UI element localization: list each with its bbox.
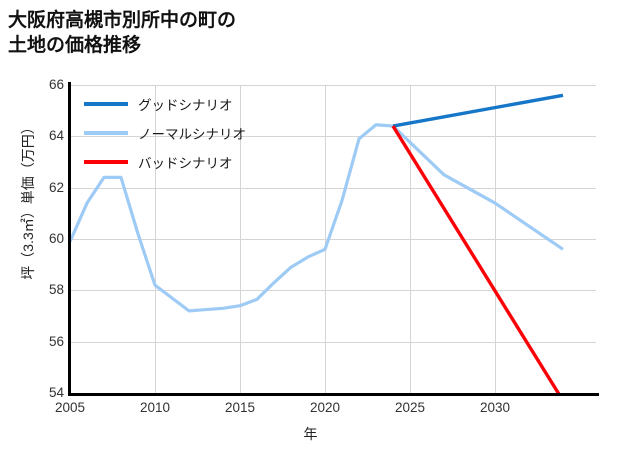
legend-item-good: グッドシナリオ: [84, 94, 246, 114]
legend-label-normal: ノーマルシナリオ: [138, 127, 246, 142]
y-tick-60: 60: [48, 231, 64, 246]
legend-swatch-normal: [84, 131, 128, 135]
y-tick-64: 64: [48, 128, 64, 143]
legend-label-good: グッドシナリオ: [138, 98, 233, 113]
gridline-y-56: [70, 341, 596, 343]
x-tick-2005: 2005: [54, 400, 86, 415]
data-lines: [70, 93, 564, 393]
legend-swatch-bad: [84, 160, 128, 164]
gridline-x-2015: [240, 85, 241, 393]
x-tick-2025: 2025: [394, 400, 426, 415]
legend-label-bad: バッドシナリオ: [138, 156, 233, 171]
y-tick-66: 66: [48, 77, 64, 92]
y-axis-line: [68, 82, 71, 396]
gridline-y-58: [70, 290, 596, 292]
y-tick-56: 56: [48, 334, 64, 349]
y-tick-62: 62: [48, 180, 64, 195]
y-tick-58: 58: [48, 282, 64, 297]
gridline-y-62: [70, 187, 596, 189]
x-tick-2010: 2010: [139, 400, 171, 415]
x-tick-2030: 2030: [479, 400, 511, 415]
gridline-x-2025: [410, 85, 411, 393]
legend-item-normal: ノーマルシナリオ: [84, 123, 246, 143]
gridline-y-66: [70, 85, 596, 86]
gridline-x-2020: [325, 85, 326, 393]
gridline-x-2010: [155, 85, 156, 393]
plot-area: [68, 82, 599, 396]
gridline-x-2030: [495, 85, 496, 393]
y-tick-54: 54: [48, 385, 64, 400]
y-axis-title: 坪（3.3㎡）単価（万円）: [20, 120, 36, 280]
series-line-1: [70, 123, 564, 313]
legend-swatch-good: [84, 102, 128, 106]
chart-legend: グッドシナリオ ノーマルシナリオ バッドシナリオ: [80, 90, 252, 176]
chart-title: 大阪府高槻市別所中の町の 土地の価格推移: [8, 10, 237, 57]
x-tick-2015: 2015: [224, 400, 256, 415]
gridline-y-64: [70, 136, 596, 138]
x-tick-2020: 2020: [309, 400, 341, 415]
legend-item-bad: バッドシナリオ: [84, 152, 246, 172]
x-axis-title: 年: [303, 426, 318, 442]
series-line-2: [392, 93, 564, 128]
gridline-y-60: [70, 239, 596, 240]
series-line-3: [391, 125, 561, 393]
x-axis-line: [68, 393, 599, 396]
